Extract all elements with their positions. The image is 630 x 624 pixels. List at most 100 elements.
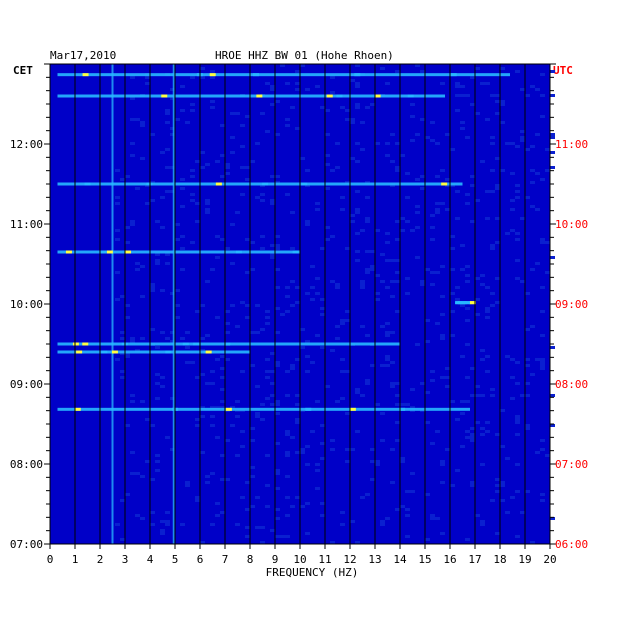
spectrogram-cell xyxy=(470,436,475,439)
spectrogram-cell xyxy=(440,82,445,85)
spectrogram-cell xyxy=(540,358,545,361)
spectrogram-cell xyxy=(310,286,315,289)
transient-event-peak xyxy=(407,94,414,98)
spectrogram-cell xyxy=(365,196,370,199)
spectrogram-cell xyxy=(550,70,555,73)
spectrogram-cell xyxy=(285,514,290,517)
spectrogram-cell xyxy=(450,148,455,151)
spectrogram-cell xyxy=(515,535,520,538)
spectrogram-cell xyxy=(475,514,480,517)
spectrogram-cell xyxy=(495,112,500,115)
transient-event-peak xyxy=(182,342,189,346)
spectrogram-cell xyxy=(430,517,435,520)
spectrogram-cell xyxy=(435,208,440,211)
spectrogram-cell xyxy=(255,385,260,388)
spectrogram-cell xyxy=(315,469,320,472)
spectrogram-plot-area xyxy=(49,63,555,545)
y-tick-label-cet: 09:00 xyxy=(10,378,43,391)
spectrogram-cell xyxy=(485,355,490,358)
spectrogram-cell xyxy=(280,313,285,316)
spectrogram-cell xyxy=(210,76,215,79)
spectrogram-cell xyxy=(525,424,530,427)
spectrogram-cell xyxy=(530,373,535,376)
spectrogram-cell xyxy=(475,298,480,301)
spectrogram-cell xyxy=(210,106,215,109)
spectrogram-cell xyxy=(475,394,480,397)
spectrogram-cell xyxy=(155,262,160,265)
spectrogram-cell xyxy=(275,244,280,247)
spectrogram-cell xyxy=(175,316,180,319)
spectrogram-cell xyxy=(460,127,465,130)
spectrogram-cell xyxy=(490,247,495,250)
y-axis-cet-ticks: 07:00 08:00 09:00 10:00 11:00 12:00 xyxy=(10,63,50,551)
spectrogram-cell xyxy=(235,454,240,457)
spectrogram-cell xyxy=(445,385,450,388)
x-tick-label: 8 xyxy=(247,553,254,566)
spectrogram-cell xyxy=(550,517,555,520)
spectrogram-cell xyxy=(455,94,460,97)
spectrogram-cell xyxy=(405,535,410,538)
spectrogram-cell xyxy=(525,394,530,397)
spectrogram-cell xyxy=(150,289,155,292)
spectrogram-cell xyxy=(435,517,440,520)
spectrogram-cell xyxy=(245,238,250,241)
spectrogram-cell xyxy=(140,121,145,124)
spectrogram-cell xyxy=(160,385,165,388)
spectrogram-cell xyxy=(270,88,275,91)
spectrogram-cell xyxy=(515,238,520,241)
spectrogram-cell xyxy=(480,427,485,430)
spectrogram-cell xyxy=(440,334,445,337)
spectrogram-cell xyxy=(175,223,180,226)
spectrogram-cell xyxy=(370,460,375,463)
spectrogram-cell xyxy=(220,478,225,481)
spectrogram-cell xyxy=(355,160,360,163)
spectrogram-cell xyxy=(265,316,270,319)
spectrogram-cell xyxy=(465,436,470,439)
spectrogram-cell xyxy=(305,223,310,226)
spectrogram-cell xyxy=(270,394,275,397)
spectrogram-cell xyxy=(155,454,160,457)
transient-event-peak xyxy=(305,407,312,411)
spectrogram-cell xyxy=(250,241,255,244)
spectrogram-cell xyxy=(380,325,385,328)
spectrogram-cell xyxy=(285,295,290,298)
spectrogram-cell xyxy=(460,244,465,247)
spectrogram-cell xyxy=(405,508,410,511)
spectrogram-cell xyxy=(180,337,185,340)
spectrogram-cell xyxy=(155,220,160,223)
spectrogram-cell xyxy=(270,352,275,355)
spectrogram-cell xyxy=(275,331,280,334)
spectrogram-cell xyxy=(425,421,430,424)
spectrogram-cell xyxy=(285,394,290,397)
spectrogram-cell xyxy=(280,64,285,67)
spectrogram-cell xyxy=(155,259,160,262)
spectrogram-cell xyxy=(225,478,230,481)
spectrogram-cell xyxy=(190,175,195,178)
spectrogram-cell xyxy=(275,400,280,403)
spectrogram-cell xyxy=(405,277,410,280)
spectrogram-cell xyxy=(205,202,210,205)
spectrogram-cell xyxy=(260,526,265,529)
spectrogram-cell xyxy=(360,325,365,328)
spectrogram-cell xyxy=(480,520,485,523)
spectrogram-cell xyxy=(190,103,195,106)
x-tick-label: 17 xyxy=(468,553,481,566)
spectrogram-cell xyxy=(455,109,460,112)
spectrogram-cell xyxy=(440,295,445,298)
spectrogram-cell xyxy=(425,391,430,394)
spectrogram-cell xyxy=(130,142,135,145)
spectrogram-cell xyxy=(285,118,290,121)
spectrogram-cell xyxy=(265,310,270,313)
x-tick-label: 18 xyxy=(493,553,506,566)
spectrogram-cell xyxy=(320,457,325,460)
spectrogram-cell xyxy=(275,286,280,289)
spectrogram-cell xyxy=(225,331,230,334)
spectrogram-cell xyxy=(220,367,225,370)
spectrogram-cell xyxy=(305,502,310,505)
spectrogram-cell xyxy=(370,364,375,367)
spectrogram-cell xyxy=(275,412,280,415)
spectrogram-cell xyxy=(220,406,225,409)
spectrogram-cell xyxy=(165,166,170,169)
transient-event-peak xyxy=(256,94,263,98)
spectrogram-cell xyxy=(395,220,400,223)
